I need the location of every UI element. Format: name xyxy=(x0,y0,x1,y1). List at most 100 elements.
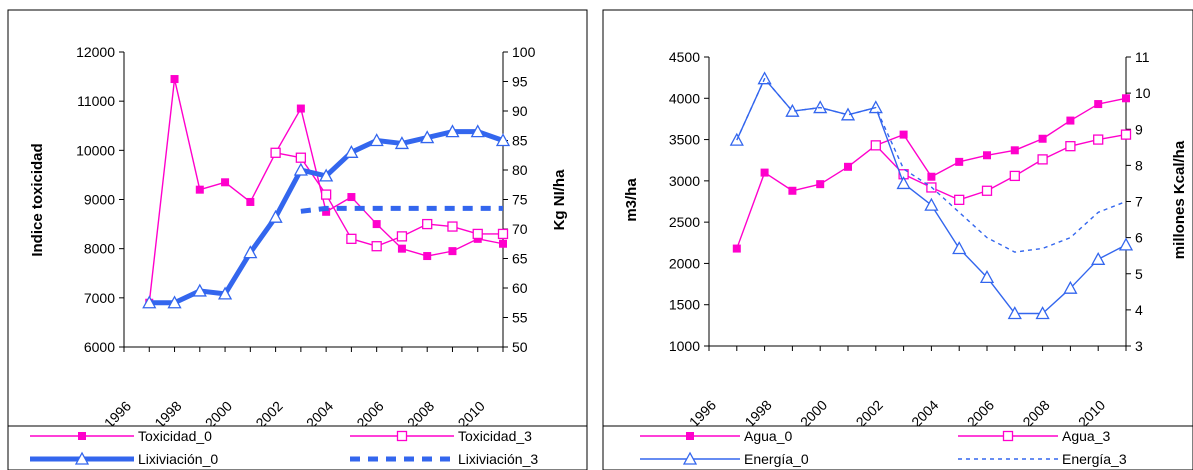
left-axis-label: m3/ha xyxy=(623,178,640,222)
legend-item-lixiviación_0: Lixiviación_0 xyxy=(30,451,218,467)
data-point-lixiviación_0 xyxy=(445,124,460,138)
data-point-toxicidad_0 xyxy=(246,197,255,206)
data-point-lixiviación_0 xyxy=(142,295,157,309)
left-axis-ticks: 1000 1500 2000 2500 3000 3500 4000 4500 xyxy=(669,49,709,354)
right-axis-ticks: 50 55 60 65 70 75 80 85 90 95 100 xyxy=(503,44,536,355)
left-tick-label: 6000 xyxy=(84,339,115,355)
data-point-agua_3 xyxy=(981,185,993,196)
data-point-toxicidad_0 xyxy=(499,239,507,248)
data-point-energía_0 xyxy=(1063,280,1078,294)
right-tick-label: 80 xyxy=(512,162,528,178)
right-tick-label: 100 xyxy=(512,44,536,60)
legend-item-agua_0: Agua_0 xyxy=(640,428,792,444)
data-point-agua_0 xyxy=(899,130,908,139)
data-point-energía_0 xyxy=(979,270,995,284)
legend-label: Toxicidad_0 xyxy=(138,428,212,444)
right-axis-ticks: 3 4 5 6 7 8 9 10 11 xyxy=(1126,49,1151,354)
data-point-agua_0 xyxy=(844,162,852,171)
legend-entries: Toxicidad_0 Toxicidad_3 Lixiviación_0 Lixiv… xyxy=(30,428,538,467)
right-tick-label: 95 xyxy=(512,74,528,90)
legend-label: Energía_0 xyxy=(744,451,809,467)
series-lixiviación_0 xyxy=(142,124,511,309)
data-point-agua_0 xyxy=(983,151,991,160)
data-point-toxicidad_3 xyxy=(497,228,509,240)
data-point-lixiviación_0 xyxy=(344,144,359,158)
right-tick-label: 85 xyxy=(512,133,528,149)
data-point-lixiviación_0 xyxy=(420,130,435,144)
right-tick-label: 90 xyxy=(512,103,528,119)
legend-item-energía_3: Energía_3 xyxy=(958,451,1127,467)
data-point-energía_0 xyxy=(682,451,698,465)
data-point-lixiviación_0 xyxy=(394,136,410,150)
data-point-lixiviación_0 xyxy=(319,168,334,182)
data-point-lixiviación_0 xyxy=(192,283,207,297)
left-tick-label: 4500 xyxy=(669,49,700,65)
series-group xyxy=(729,71,1134,320)
data-point-lixiviación_0 xyxy=(74,451,90,465)
left-tick-label: 2000 xyxy=(669,255,700,271)
right-axis-label: millones Kcal/ha xyxy=(1171,140,1188,259)
left-tick-label: 9000 xyxy=(84,192,115,208)
legend-box xyxy=(7,425,588,470)
left-axis-label: Indice toxicidad xyxy=(29,143,46,256)
series-toxicidad_3 xyxy=(270,147,509,252)
left-tick-label: 1000 xyxy=(669,338,700,354)
data-point-lixiviación_0 xyxy=(217,286,233,300)
data-point-toxicidad_0 xyxy=(195,185,204,194)
legend-item-toxicidad_3: Toxicidad_3 xyxy=(350,428,532,444)
data-point-toxicidad_3 xyxy=(447,221,458,232)
legend-label: Lixiviación_0 xyxy=(138,451,218,467)
left-tick-label: 11000 xyxy=(77,93,115,109)
data-point-agua_3 xyxy=(1037,154,1048,165)
legend-label: Lixiviación_3 xyxy=(458,451,538,467)
data-point-toxicidad_3 xyxy=(472,228,483,240)
data-point-agua_3 xyxy=(1002,430,1014,442)
left-tick-label: 7000 xyxy=(84,290,115,306)
legend-item-toxicidad_0: Toxicidad_0 xyxy=(30,428,212,444)
data-point-lixiviación_0 xyxy=(268,209,283,223)
series-line-toxicidad_3 xyxy=(275,152,503,247)
data-point-agua_3 xyxy=(1065,141,1076,152)
right-tick-label: 55 xyxy=(512,310,528,326)
legend-item-lixiviación_3: Lixiviación_3 xyxy=(350,451,538,467)
chart-frame xyxy=(602,9,1193,427)
data-point-energía_0 xyxy=(1118,237,1134,251)
series-line-lixiviación_3 xyxy=(300,205,503,214)
right-tick-label: 75 xyxy=(512,192,528,208)
series-energía_3 xyxy=(736,77,1127,253)
legend-item-energía_0: Energía_0 xyxy=(640,451,809,467)
data-point-agua_0 xyxy=(760,168,769,177)
chart-frame xyxy=(7,9,588,427)
legend: Toxicidad_0 Toxicidad_3 Lixiviación_0 Lixiv… xyxy=(7,425,588,470)
data-point-agua_0 xyxy=(1122,94,1130,103)
legend-box xyxy=(602,425,1193,470)
data-point-agua_0 xyxy=(1094,100,1103,109)
right-tick-label: 3 xyxy=(1135,338,1143,354)
data-point-toxicidad_0 xyxy=(170,75,179,84)
data-point-lixiviación_0 xyxy=(293,162,308,176)
right-tick-label: 7 xyxy=(1135,194,1143,210)
left-axis-ticks: 6000 7000 8000 9000 10000 11000 12000 xyxy=(76,44,124,355)
data-point-energía_0 xyxy=(924,197,939,211)
data-point-agua_3 xyxy=(1093,134,1104,145)
data-point-toxicidad_0 xyxy=(448,247,457,256)
legend: Agua_0 Agua_3 Energía_0 Energía_3 xyxy=(602,425,1193,470)
data-point-toxicidad_3 xyxy=(371,241,382,252)
data-point-agua_0 xyxy=(1066,116,1075,125)
legend-label: Energía_3 xyxy=(1062,451,1127,467)
data-point-lixiviación_0 xyxy=(495,133,511,147)
data-point-agua_0 xyxy=(1038,134,1047,143)
legend-label: Agua_3 xyxy=(1062,428,1110,444)
data-point-lixiviación_0 xyxy=(167,295,182,309)
data-point-toxicidad_3 xyxy=(270,147,281,158)
right-tick-label: 11 xyxy=(1135,49,1150,65)
left-tick-label: 3500 xyxy=(669,132,700,148)
plot-area: 6000 7000 8000 9000 10000 11000 12000 50 55 60 65… xyxy=(76,44,536,431)
series-line-energía_3 xyxy=(736,77,1127,253)
data-point-agua_0 xyxy=(788,186,797,195)
data-point-toxicidad_0 xyxy=(423,252,432,261)
data-point-agua_0 xyxy=(732,244,741,253)
data-point-energía_0 xyxy=(952,241,967,255)
right-tick-label: 10 xyxy=(1135,85,1151,101)
